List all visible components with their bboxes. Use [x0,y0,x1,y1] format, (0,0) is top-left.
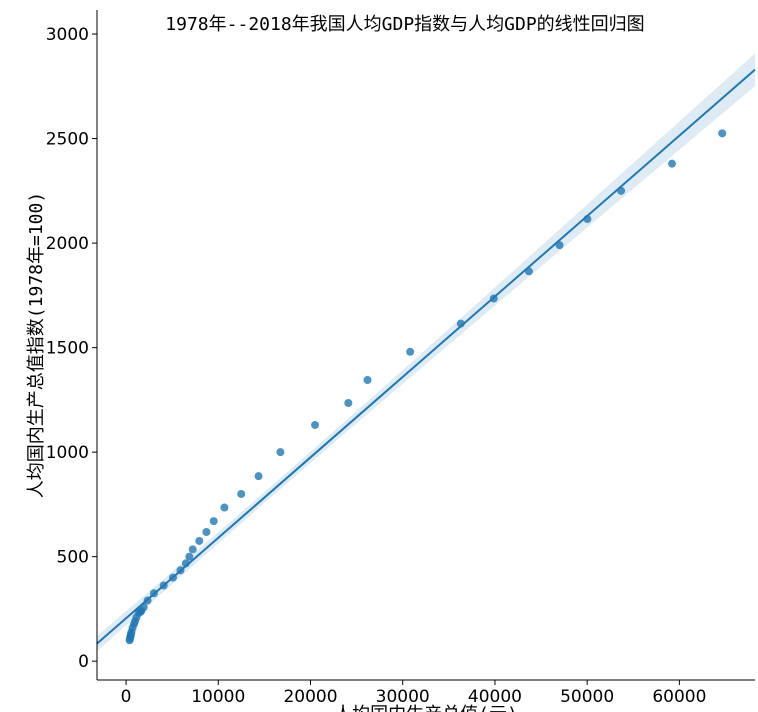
point [176,566,185,575]
point [159,581,168,590]
point [668,159,677,168]
point [181,559,190,568]
y-axis-label: 人均国内生产总值指数(1978年=100) [26,192,47,498]
point [456,319,465,328]
x-tick-label: 0 [121,687,132,707]
x-tick-label: 50000 [560,687,614,707]
point [583,215,592,224]
y-tick-label: 3000 [46,25,89,45]
regression-line [96,68,756,645]
point [139,603,148,612]
point [617,186,626,195]
point [489,294,498,303]
y-tick-label: 500 [57,548,89,568]
point [524,267,533,276]
point [363,376,372,385]
point [149,589,158,598]
point [220,503,229,512]
point [168,573,177,582]
point [254,472,263,481]
x-tick-label: 20000 [283,687,337,707]
y-tick-label: 0 [78,652,89,672]
y-tick-label: 2500 [46,130,89,150]
point [143,596,152,605]
point [209,517,218,526]
point [406,347,415,356]
x-tick-label: 60000 [652,687,706,707]
point [188,545,197,554]
x-axis-label: 人均国内生产总值(元) [334,704,518,712]
y-tick-label: 1000 [46,443,89,463]
point [276,448,285,457]
x-tick-label: 30000 [376,687,430,707]
point [311,420,320,429]
point [718,129,727,138]
y-tick-label: 2000 [46,234,89,254]
point [555,241,564,250]
point [185,552,194,561]
point [344,399,353,408]
y-tick-label: 1500 [46,339,89,359]
point [237,489,246,498]
x-tick-label: 40000 [468,687,522,707]
point [195,536,204,545]
confidence-band [97,53,755,652]
chart-title: 1978年--2018年我国人均GDP指数与人均GDP的线性回归图 [165,14,644,35]
x-tick-label: 10000 [191,687,245,707]
point [202,527,211,536]
